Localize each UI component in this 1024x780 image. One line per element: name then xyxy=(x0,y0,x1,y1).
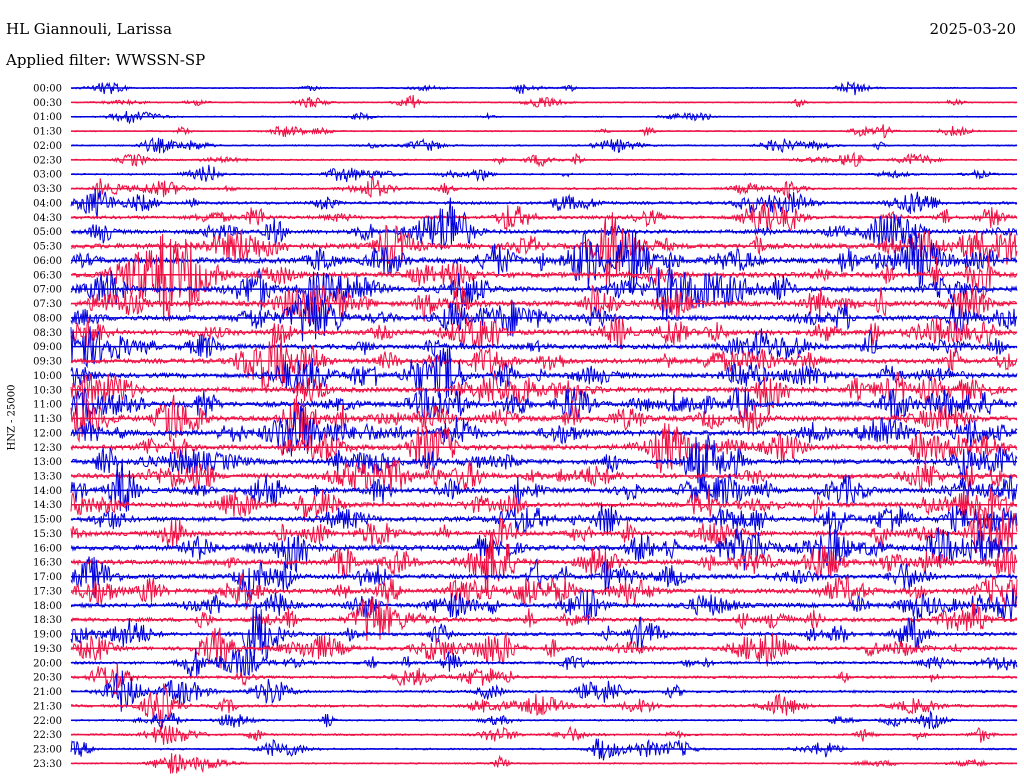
seismic-trace xyxy=(70,164,1018,183)
date-label: 2025-03-20 xyxy=(929,20,1016,38)
time-tick-label: 04:30 xyxy=(33,213,62,224)
time-tick-label: 04:00 xyxy=(33,198,62,209)
seismic-trace xyxy=(70,371,1018,417)
time-tick-label: 20:30 xyxy=(33,673,62,684)
time-tick-label: 17:00 xyxy=(33,572,62,583)
time-tick-label: 18:30 xyxy=(33,615,62,626)
time-tick-label: 08:30 xyxy=(33,328,62,339)
time-tick-label: 15:30 xyxy=(33,529,62,540)
time-tick-label: 06:30 xyxy=(33,270,62,281)
time-tick-label: 17:30 xyxy=(33,586,62,597)
filter-label: Applied filter: WWSSN-SP xyxy=(6,51,206,69)
time-tick-label: 14:00 xyxy=(33,486,62,497)
time-tick-label: 21:00 xyxy=(33,687,62,698)
time-tick-label: 10:30 xyxy=(33,385,62,396)
seismic-trace xyxy=(70,534,1018,594)
seismic-trace xyxy=(70,260,1018,322)
time-tick-label: 11:30 xyxy=(33,414,62,425)
seismic-trace xyxy=(70,405,1018,457)
time-tick-label: 03:00 xyxy=(33,170,62,181)
seismic-trace xyxy=(70,627,1018,669)
time-tick-label: 13:00 xyxy=(33,457,62,468)
time-tick-label: 00:00 xyxy=(33,84,62,95)
time-tick-label: 01:30 xyxy=(33,127,62,138)
seismic-trace xyxy=(70,422,1018,474)
time-tick-label: 12:30 xyxy=(33,443,62,454)
time-tick-label: 21:30 xyxy=(33,701,62,712)
time-tick-label: 05:00 xyxy=(33,227,62,238)
time-tick-label: 18:00 xyxy=(33,601,62,612)
time-tick-label: 16:30 xyxy=(33,558,62,569)
time-tick-label: 22:30 xyxy=(33,730,62,741)
time-tick-label: 16:00 xyxy=(33,543,62,554)
time-tick-label: 12:00 xyxy=(33,428,62,439)
time-tick-label: 08:00 xyxy=(33,313,62,324)
time-tick-label: 00:30 xyxy=(33,98,62,109)
time-tick-label: 10:00 xyxy=(33,371,62,382)
time-tick-label: 05:30 xyxy=(33,242,62,253)
station-title: HL Giannouli, Larissa xyxy=(6,20,172,38)
time-tick-label: 02:30 xyxy=(33,155,62,166)
time-tick-label: 23:00 xyxy=(33,745,62,756)
seismic-trace xyxy=(70,197,1018,250)
time-tick-label: 19:30 xyxy=(33,644,62,655)
time-tick-label: 22:00 xyxy=(33,716,62,727)
time-tick-label: 02:00 xyxy=(33,141,62,152)
seismic-trace xyxy=(70,95,1018,109)
time-tick-label: 19:00 xyxy=(33,630,62,641)
time-tick-label: 13:30 xyxy=(33,471,62,482)
time-tick-label: 14:30 xyxy=(33,500,62,511)
seismic-trace xyxy=(70,504,1018,536)
seismic-trace xyxy=(70,230,1018,293)
time-tick-label: 07:30 xyxy=(33,299,62,310)
time-tick-label: 23:30 xyxy=(33,759,62,770)
time-tick-label: 20:00 xyxy=(33,658,62,669)
seismic-trace xyxy=(70,313,1018,351)
time-tick-label: 06:00 xyxy=(33,256,62,267)
time-tick-label: 03:30 xyxy=(33,184,62,195)
time-tick-label: 07:00 xyxy=(33,285,62,296)
time-tick-label: 01:00 xyxy=(33,112,62,123)
seismic-trace xyxy=(70,683,1018,730)
seismic-trace xyxy=(70,434,1018,492)
time-tick-label: 09:00 xyxy=(33,342,62,353)
time-tick-label: 11:00 xyxy=(33,400,62,411)
time-tick-label: 15:00 xyxy=(33,515,62,526)
seismic-trace xyxy=(71,457,1018,493)
time-tick-label: 09:30 xyxy=(33,357,62,368)
seismic-trace xyxy=(70,662,1018,696)
